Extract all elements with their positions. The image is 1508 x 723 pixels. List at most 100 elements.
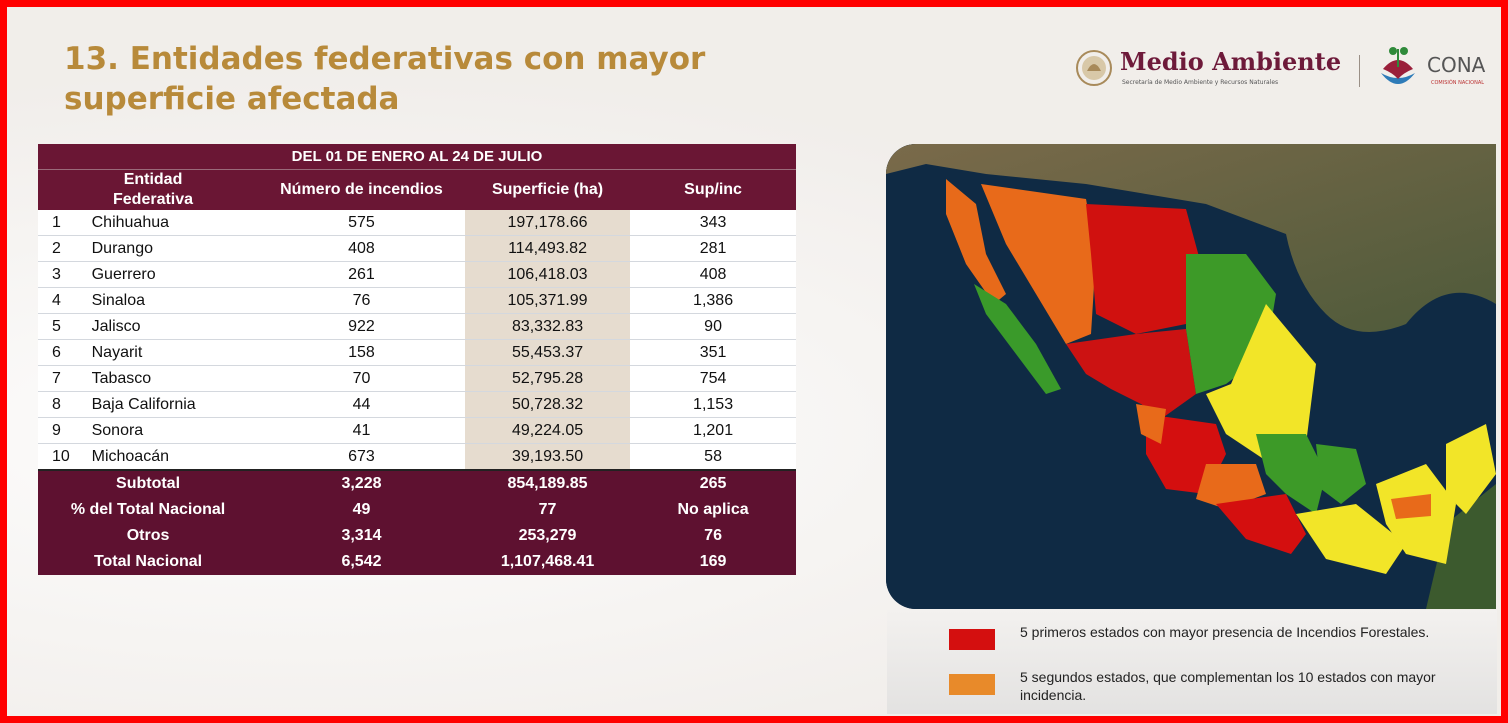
supinc-cell: 351 [630,339,796,366]
header-superficie: Superficie (ha) [464,169,631,210]
supinc-cell: 1,201 [630,417,796,444]
entidad-cell: Chihuahua [91,210,259,236]
table-row: 6 Nayarit 158 55,453.37 351 [38,339,796,366]
supinc-cell: 58 [630,443,796,471]
entidad-cell: Baja California [91,391,259,418]
superficie-cell: 197,178.66 [464,210,631,236]
summary-row: Otros 3,314 253,279 76 [38,523,796,549]
entidad-cell: Sonora [91,417,259,444]
incendios-cell: 408 [258,235,465,262]
entidad-cell: Tabasco [91,365,259,392]
summary-incendios-cell: 49 [258,497,465,523]
entidad-cell: Nayarit [91,339,259,366]
table-row: 8 Baja California 44 50,728.32 1,153 [38,391,796,418]
incendios-cell: 158 [258,339,465,366]
rank-cell: 2 [38,235,92,262]
superficie-cell: 52,795.28 [464,365,631,392]
table-row: 9 Sonora 41 49,224.05 1,201 [38,417,796,444]
entidad-cell: Guerrero [91,261,259,288]
summary-row: Subtotal 3,228 854,189.85 265 [38,470,796,497]
superficie-cell: 49,224.05 [464,417,631,444]
superficie-cell: 105,371.99 [464,287,631,314]
slide-title: 13. Entidades federativas con mayor supe… [64,41,706,117]
superficie-cell: 55,453.37 [464,339,631,366]
chihuahua-region [1086,204,1201,334]
summary-incendios-cell: 6,542 [258,549,465,575]
header-supinc: Sup/inc [630,169,796,210]
rank-cell: 4 [38,287,92,314]
summary-row: % del Total Nacional 49 77 No aplica [38,497,796,523]
supinc-cell: 281 [630,235,796,262]
supinc-cell: 1,386 [630,287,796,314]
cona-name: CONA [1427,53,1486,77]
durango-region [1066,329,1196,419]
rank-cell: 7 [38,365,92,392]
mexico-fire-map [886,144,1496,609]
supinc-cell: 90 [630,313,796,340]
incendios-cell: 70 [258,365,465,392]
incendios-cell: 261 [258,261,465,288]
summary-superficie-cell: 77 [464,497,631,523]
superficie-cell: 50,728.32 [464,391,631,418]
entidad-cell: Sinaloa [91,287,259,314]
table-row: 5 Jalisco 922 83,332.83 90 [38,313,796,340]
tabasco-region [1391,494,1431,519]
mexico-seal-icon [1076,50,1112,86]
header-incendios: Número de incendios [258,169,465,210]
michoacan-region [1196,464,1266,509]
incendios-cell: 922 [258,313,465,340]
summary-row: Total Nacional 6,542 1,107,468.41 169 [38,549,796,575]
incendios-cell: 76 [258,287,465,314]
superficie-cell: 114,493.82 [464,235,631,262]
cona-subtitle: COMISIÓN NACIONAL [1431,80,1485,86]
table-period: DEL 01 DE ENERO AL 24 DE JULIO [38,144,796,170]
table-row: 2 Durango 408 114,493.82 281 [38,235,796,262]
legend-swatch-red [949,629,995,650]
entidad-cell: Durango [91,235,259,262]
table-row: 7 Tabasco 70 52,795.28 754 [38,365,796,392]
summary-superficie-cell: 1,107,468.41 [464,549,631,575]
legend-text-orange: 5 segundos estados, que complementan los… [1020,669,1436,703]
conafor-logo-icon [1381,47,1415,84]
logos: Medio Ambiente Secretaría de Medio Ambie… [1075,43,1501,93]
sonora-region [981,184,1096,344]
entidad-cell: Michoacán [91,443,259,471]
rank-cell: 1 [38,210,92,236]
brand-subtitle: Secretaría de Medio Ambiente y Recursos … [1122,79,1279,86]
incendios-cell: 41 [258,417,465,444]
table-row: 4 Sinaloa 76 105,371.99 1,386 [38,287,796,314]
rank-cell: 3 [38,261,92,288]
logo-divider [1359,55,1360,87]
rank-cell: 8 [38,391,92,418]
summary-label: % del Total Nacional [38,497,259,523]
summary-supinc-cell: No aplica [630,497,796,523]
supinc-cell: 343 [630,210,796,236]
summary-superficie-cell: 253,279 [464,523,631,549]
header-entidad: Entidad Federativa [38,169,259,210]
incendios-cell: 673 [258,443,465,471]
summary-supinc-cell: 169 [630,549,796,575]
superficie-cell: 106,418.03 [464,261,631,288]
summary-label: Total Nacional [38,549,259,575]
table-row: 1 Chihuahua 575 197,178.66 343 [38,210,796,236]
table-row: 10 Michoacán 673 39,193.50 58 [38,443,796,471]
rank-cell: 5 [38,313,92,340]
summary-label: Subtotal [38,470,259,497]
summary-incendios-cell: 3,314 [258,523,465,549]
table-row: 3 Guerrero 261 106,418.03 408 [38,261,796,288]
incendios-cell: 44 [258,391,465,418]
legend-swatch-orange [949,674,995,695]
rank-cell: 6 [38,339,92,366]
summary-incendios-cell: 3,228 [258,470,465,497]
entidad-cell: Jalisco [91,313,259,340]
supinc-cell: 754 [630,365,796,392]
summary-superficie-cell: 854,189.85 [464,470,631,497]
superficie-cell: 83,332.83 [464,313,631,340]
brand-name: Medio Ambiente [1120,47,1342,76]
rank-cell: 9 [38,417,92,444]
guerrero-region [1216,494,1306,554]
map-image [886,144,1496,609]
nayarit-region [1136,404,1166,444]
supinc-cell: 1,153 [630,391,796,418]
